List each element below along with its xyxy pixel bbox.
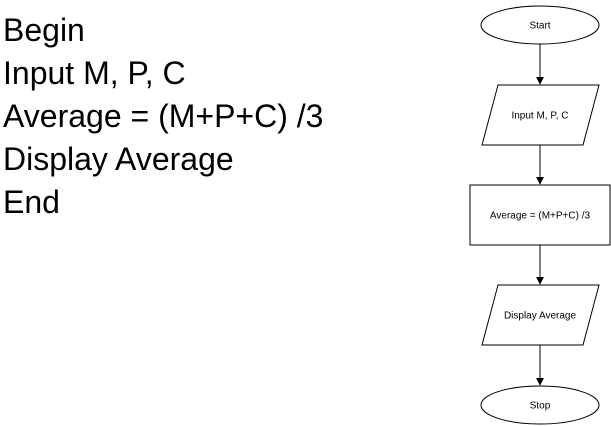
output-node: Display Average (481, 284, 600, 346)
stop-label: Stop (530, 401, 551, 412)
process-label: Average = (M+P+C) /3 (490, 211, 591, 222)
input-parallelogram (481, 84, 600, 146)
pseudocode-line-display: Display Average (3, 141, 234, 177)
pseudocode-line-input: Input M, P, C (3, 55, 186, 91)
pseudocode-line-end: End (3, 184, 60, 220)
output-label: Display Average (504, 311, 577, 322)
input-node: Input M, P, C (481, 84, 600, 146)
start-label: Start (529, 21, 550, 32)
pseudocode-line-average: Average = (M+P+C) /3 (3, 98, 324, 134)
output-parallelogram (481, 284, 600, 346)
process-rect (469, 184, 611, 246)
pseudocode-line-begin: Begin (3, 12, 85, 48)
process-node: Average = (M+P+C) /3 (469, 184, 611, 246)
stop-node: Stop (480, 385, 600, 425)
start-node: Start (480, 5, 600, 45)
input-label: Input M, P, C (511, 111, 568, 122)
stop-ellipse (480, 385, 600, 425)
